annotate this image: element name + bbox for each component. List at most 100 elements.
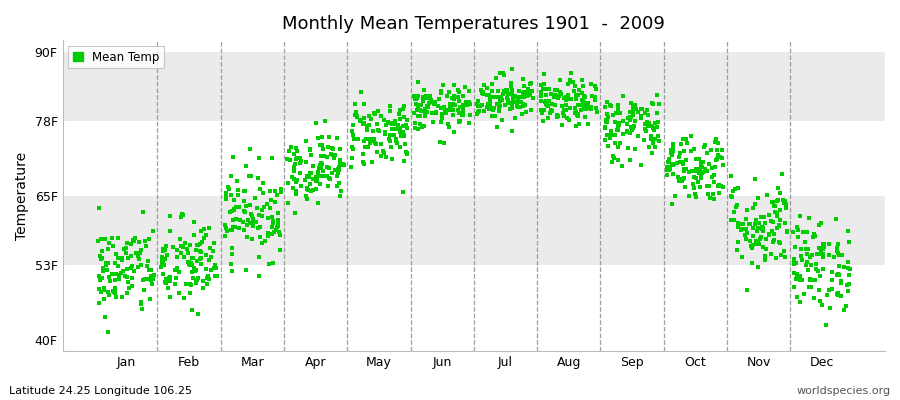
Point: [742, 221, 757, 228]
Point: [183, 280, 197, 287]
Point: [769, 254, 783, 261]
Point: [271, 222, 285, 229]
Point: [662, 157, 676, 164]
Point: [517, 89, 531, 95]
Point: [444, 102, 458, 109]
Point: [268, 188, 283, 195]
Point: [485, 106, 500, 112]
Point: [383, 144, 398, 150]
Point: [202, 275, 217, 282]
Point: [538, 86, 553, 92]
Point: [540, 102, 554, 108]
Point: [184, 282, 198, 289]
Point: [488, 94, 502, 100]
Point: [356, 115, 371, 121]
Point: [396, 129, 410, 136]
Point: [702, 183, 716, 189]
Point: [766, 219, 780, 225]
Point: [368, 140, 382, 146]
Point: [755, 224, 770, 231]
Point: [675, 178, 689, 184]
Point: [367, 135, 382, 142]
Point: [623, 109, 637, 115]
Point: [516, 76, 530, 83]
Point: [580, 104, 594, 111]
Point: [350, 114, 365, 121]
Point: [626, 125, 641, 132]
Point: [309, 186, 323, 192]
Point: [346, 146, 360, 152]
Point: [94, 256, 108, 263]
Point: [706, 196, 721, 202]
Point: [219, 194, 233, 200]
Point: [182, 261, 196, 267]
Point: [102, 292, 116, 298]
Point: [770, 213, 785, 219]
Point: [690, 179, 705, 186]
Point: [627, 146, 642, 152]
Point: [483, 94, 498, 100]
Point: [667, 161, 681, 168]
Point: [239, 203, 254, 210]
Point: [200, 281, 214, 287]
Point: [426, 119, 440, 126]
Point: [598, 124, 612, 131]
Point: [689, 175, 704, 181]
Point: [571, 102, 585, 109]
Point: [751, 195, 765, 202]
Point: [134, 247, 148, 254]
Point: [838, 302, 852, 309]
Point: [282, 148, 296, 154]
Point: [830, 290, 844, 297]
Point: [266, 260, 281, 267]
Point: [807, 231, 822, 238]
Point: [272, 228, 286, 235]
Point: [387, 132, 401, 139]
Point: [751, 264, 765, 270]
Point: [204, 266, 219, 273]
Point: [134, 300, 148, 307]
Point: [547, 102, 562, 108]
Point: [575, 77, 590, 84]
Point: [631, 133, 645, 140]
Point: [371, 108, 385, 114]
Point: [502, 100, 517, 106]
Point: [778, 219, 792, 226]
Point: [107, 271, 122, 278]
Point: [789, 294, 804, 300]
Point: [759, 236, 773, 242]
Point: [742, 238, 757, 244]
Point: [726, 188, 741, 194]
Point: [510, 99, 525, 105]
Point: [620, 121, 634, 128]
Point: [544, 101, 559, 108]
Point: [377, 117, 392, 123]
Point: [218, 232, 232, 239]
Point: [612, 122, 626, 128]
Point: [480, 92, 494, 98]
Point: [220, 190, 234, 196]
Point: [841, 264, 855, 271]
Point: [817, 240, 832, 247]
Point: [500, 86, 514, 93]
Point: [417, 87, 431, 94]
Point: [472, 108, 487, 114]
Point: [542, 86, 556, 92]
Point: [787, 257, 801, 264]
Point: [399, 149, 413, 155]
Point: [186, 275, 201, 281]
Point: [580, 100, 595, 106]
Point: [800, 229, 814, 236]
Point: [104, 270, 119, 277]
Point: [266, 220, 280, 227]
Point: [124, 265, 139, 271]
Point: [646, 140, 661, 146]
Point: [498, 88, 512, 94]
Point: [487, 105, 501, 111]
Point: [231, 204, 246, 210]
Point: [412, 107, 427, 113]
Point: [414, 102, 428, 108]
Point: [601, 143, 616, 149]
Point: [550, 86, 564, 93]
Point: [190, 242, 204, 248]
